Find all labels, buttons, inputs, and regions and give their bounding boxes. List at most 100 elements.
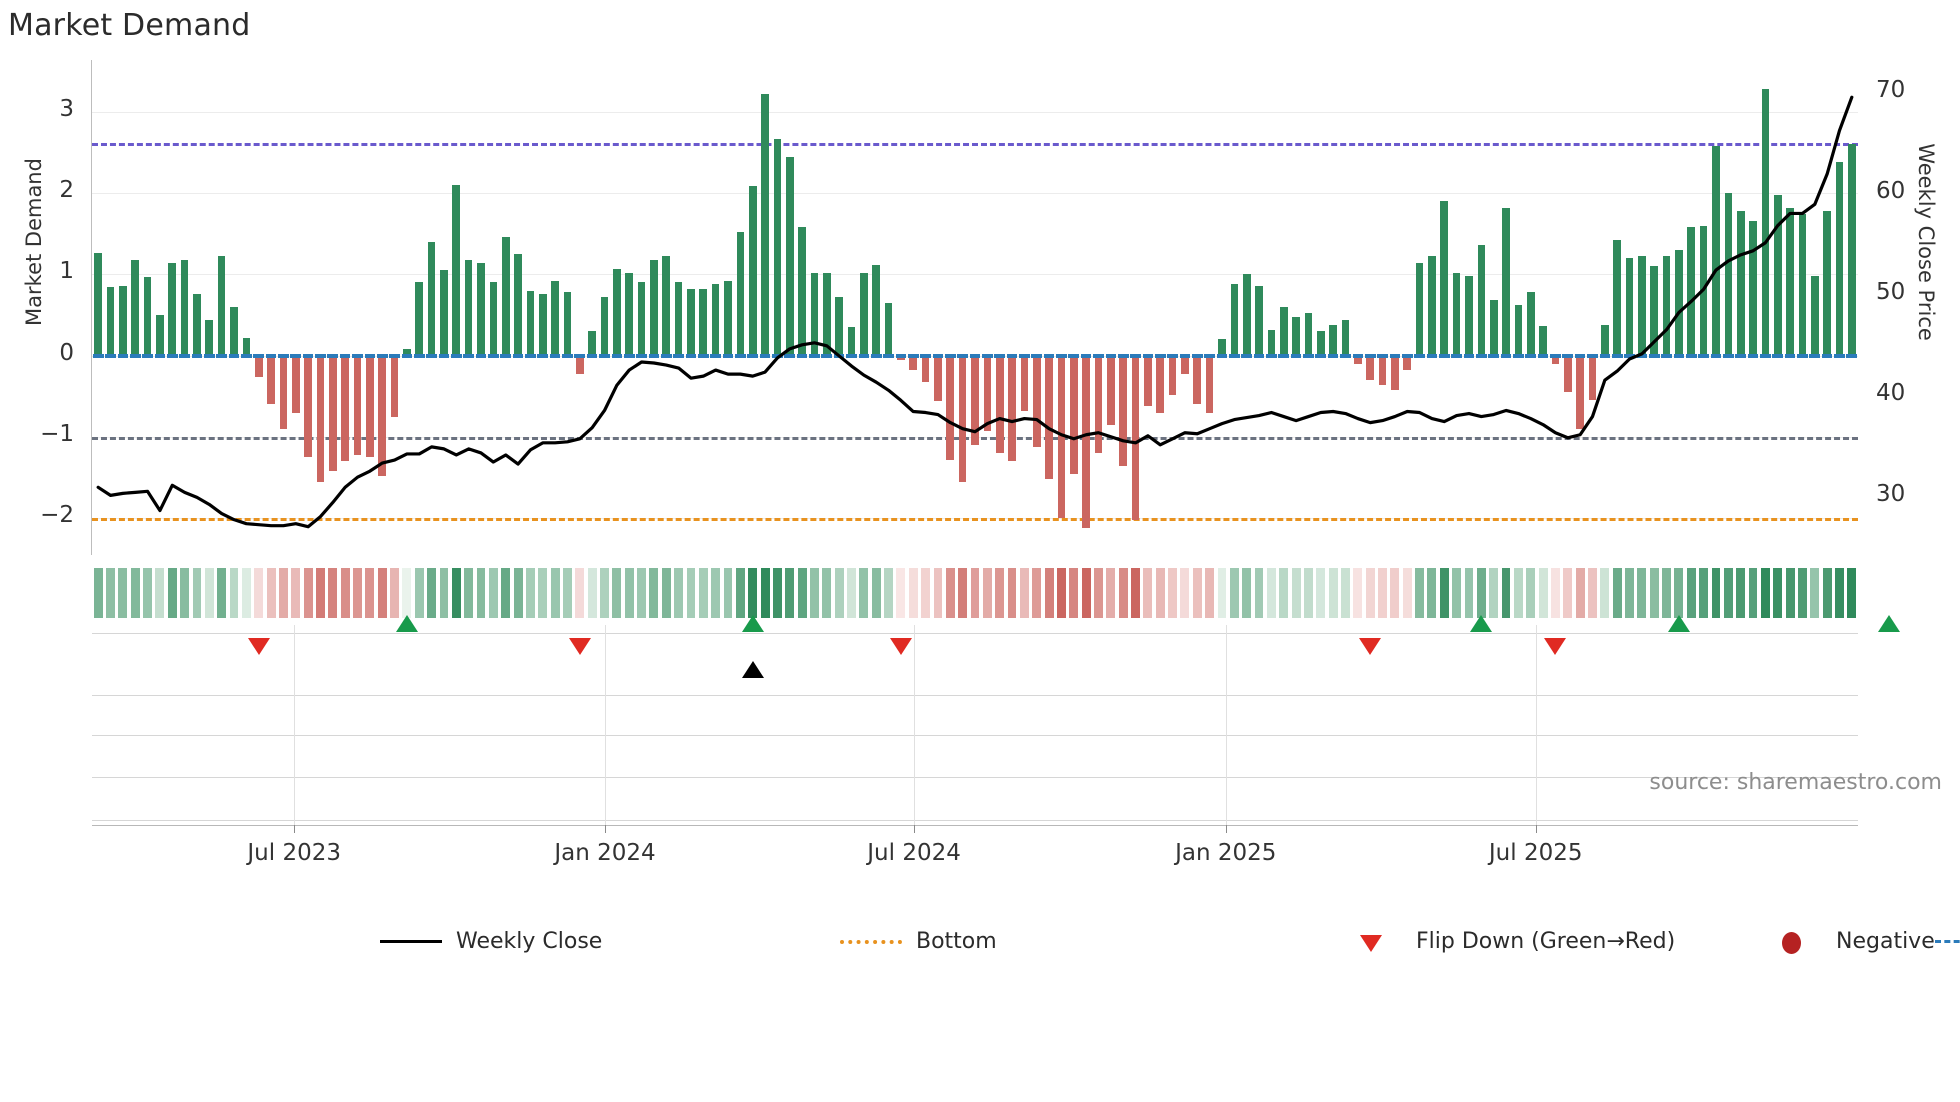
demand-bar	[1032, 355, 1041, 447]
heatmap-cell	[1192, 568, 1202, 618]
baseline-segment	[1809, 353, 1821, 358]
y-axis-left-tick-label: −2	[40, 502, 74, 529]
demand-bar	[366, 355, 374, 458]
heatmap-cell	[1760, 568, 1770, 618]
demand-bar	[1292, 316, 1300, 356]
heatmap-cell	[1464, 568, 1474, 618]
heatmap-cell	[723, 568, 733, 618]
baseline-segment	[339, 353, 351, 358]
demand-bar	[909, 355, 918, 371]
x-axis-line	[92, 825, 1858, 826]
demand-bar	[1193, 355, 1202, 405]
demand-bar	[736, 232, 745, 356]
heatmap-cell	[711, 568, 721, 618]
baseline-segment	[599, 353, 610, 358]
demand-bar	[168, 262, 177, 356]
demand-bar	[1465, 275, 1473, 356]
x-axis-tick-label: Jan 2025	[1175, 840, 1277, 866]
demand-bar	[501, 236, 510, 356]
baseline-segment	[1624, 353, 1635, 358]
demand-bar	[1045, 355, 1053, 480]
heatmap-cell	[1526, 568, 1536, 618]
baseline-segment	[944, 353, 956, 358]
legend-swatch-flip-down-icon	[1340, 931, 1402, 952]
baseline-segment	[241, 353, 252, 358]
heatmap-cell	[1637, 568, 1647, 618]
demand-bar	[897, 355, 905, 360]
demand-bar	[1304, 313, 1313, 356]
demand-bar	[1020, 355, 1029, 411]
heatmap-cell	[192, 568, 202, 618]
demand-bar	[291, 355, 300, 413]
heatmap-cell	[871, 568, 881, 618]
demand-bar	[94, 253, 102, 356]
baseline-segment	[191, 353, 203, 358]
demand-bar	[1230, 284, 1239, 356]
heatmap-cell	[1378, 568, 1387, 618]
demand-bar	[748, 186, 757, 356]
demand-bar	[1279, 306, 1288, 356]
heatmap-cell	[488, 568, 498, 618]
baseline-segment	[228, 353, 240, 358]
heatmap-cell	[390, 568, 399, 618]
demand-bar	[1724, 192, 1733, 356]
baseline-segment	[759, 353, 771, 358]
heatmap-cell	[1711, 568, 1721, 618]
demand-bar	[1786, 207, 1794, 356]
heatmap-cell	[822, 568, 832, 618]
heatmap-cell	[130, 568, 140, 618]
legend-item-flip-down[interactable]: Flip Down (Green→Red)	[1340, 922, 1760, 960]
plot-area: 3 2 1 0 −1 −2 70 60 50 40 30	[40, 60, 1905, 555]
signal-marker-area	[92, 615, 1900, 825]
baseline-segment	[1093, 353, 1104, 358]
legend-item-baseline[interactable]: Baseline (0)	[1934, 922, 1960, 960]
legend-item-negative[interactable]: Negative	[1760, 922, 1935, 960]
heatmap-cell	[229, 568, 239, 618]
demand-bar	[205, 319, 214, 356]
baseline-segment	[710, 353, 721, 358]
baseline-segment	[1574, 353, 1586, 358]
baseline-segment	[1253, 353, 1265, 358]
demand-bar	[798, 227, 806, 356]
heatmap-cell	[637, 568, 646, 618]
baseline-segment	[969, 353, 981, 358]
baseline-segment	[920, 353, 931, 358]
reference-line-top	[92, 142, 1858, 146]
demand-bar	[650, 259, 658, 356]
demand-bar	[1749, 220, 1757, 356]
heatmap-cell	[896, 568, 906, 618]
y-axis-right-tick-label: 50	[1876, 279, 1906, 306]
baseline-segment	[562, 353, 573, 358]
heatmap-cell	[1489, 568, 1499, 618]
baseline-segment	[1080, 353, 1092, 358]
baseline-segment	[1154, 353, 1166, 358]
heatmap-cell	[1365, 568, 1375, 618]
demand-bar	[613, 269, 621, 356]
heatmap-cell	[649, 568, 659, 618]
baseline-segment	[537, 353, 549, 358]
heatmap-cell	[550, 568, 560, 618]
legend-swatch-baseline-icon	[1934, 931, 1960, 951]
heatmap-cell	[1069, 568, 1079, 618]
baseline-segment	[883, 353, 894, 358]
baseline-segment	[895, 353, 907, 358]
y-axis-right-tick-label: 70	[1876, 77, 1906, 104]
demand-bar	[995, 355, 1004, 454]
y-axis-right-tick-label: 60	[1876, 178, 1906, 205]
baseline-segment	[1006, 353, 1018, 358]
demand-bar	[1736, 210, 1745, 356]
demand-bar	[378, 355, 387, 477]
heatmap-cell	[1217, 568, 1227, 618]
baseline-segment	[216, 353, 227, 358]
heatmap-cell	[1229, 568, 1239, 618]
baseline-segment	[315, 353, 326, 358]
demand-bar	[1773, 194, 1782, 356]
baseline-segment	[1290, 353, 1302, 358]
legend-item-bottom[interactable]: Bottom	[840, 922, 1340, 960]
heatmap-cell	[340, 568, 350, 618]
y-axis-right-tick-label: 30	[1876, 481, 1906, 508]
legend-item-weekly-close[interactable]: Weekly Close	[380, 922, 840, 960]
demand-bar	[1477, 245, 1486, 356]
heatmap-cell	[995, 568, 1005, 618]
